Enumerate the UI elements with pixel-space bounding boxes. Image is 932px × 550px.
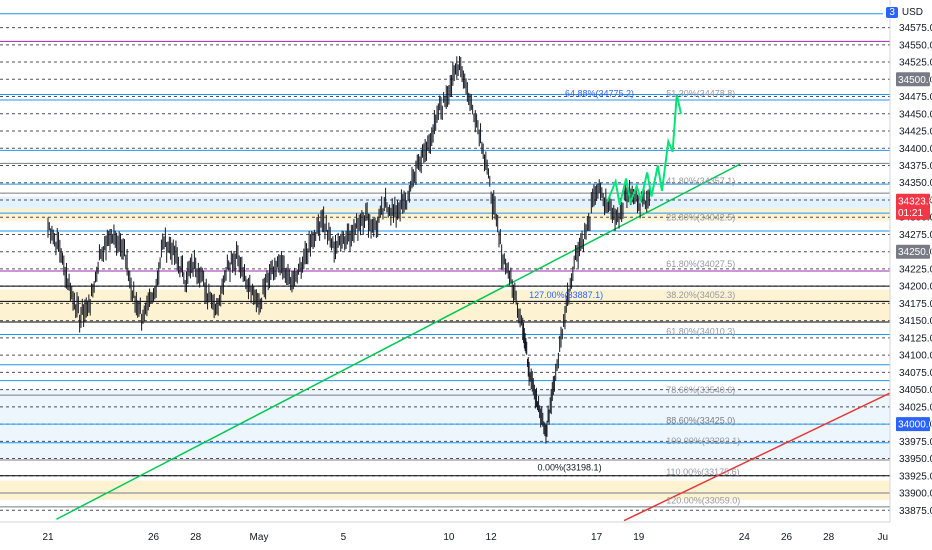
- trendline: [56, 163, 741, 520]
- price-tick-label: 33950.0: [899, 454, 932, 465]
- time-tick-label: 10: [443, 532, 455, 543]
- price-series-layer: [47, 55, 682, 444]
- time-tick-label: 26: [781, 532, 793, 543]
- fib-label: 61.80%(34010.3): [666, 327, 735, 337]
- trendlines-layer: [56, 163, 918, 522]
- projection-path: [606, 94, 682, 206]
- fib-label: 0.00%(33198.1): [538, 462, 602, 472]
- price-tick-label: 34400.0: [899, 144, 932, 155]
- price-tick-label: 34125.0: [899, 333, 932, 344]
- zone-band: [0, 196, 890, 209]
- time-tick-label: 19: [633, 532, 645, 543]
- time-axis[interactable]: 21 26 28 May 5 10 12 17 19 24 26 28 Ju: [42, 532, 888, 543]
- time-tick-label: 24: [739, 532, 751, 543]
- time-tick-label: 26: [148, 532, 160, 543]
- time-tick-label: 17: [591, 532, 603, 543]
- currency-prefix: 3: [886, 7, 898, 18]
- price-tick-label: 33925.0: [899, 471, 932, 482]
- price-badge-label: 34500.0: [898, 75, 932, 86]
- price-tick-label: 34575.0: [899, 23, 932, 34]
- fib-label: 78.60%(33540.6): [666, 385, 735, 395]
- fib-label: 41.80%(34357.1): [666, 176, 735, 186]
- price-tick-label: 34425.0: [899, 127, 932, 138]
- fib-label: 51.30%(34478.8): [666, 89, 735, 99]
- price-badges: 34500.0 34250.0 34000.0 34323.801:21: [896, 72, 932, 432]
- price-tick-label: 33875.0: [899, 506, 932, 517]
- price-axis-bg: [890, 0, 932, 550]
- price-tick-label: 34525.0: [899, 58, 932, 69]
- time-tick-label: May: [250, 532, 269, 543]
- fib-label: 110.00%(33175.6): [666, 467, 739, 477]
- price-tick-label: 34175.0: [899, 299, 932, 310]
- trendline: [623, 379, 918, 522]
- price-tick-label: 34050.0: [899, 385, 932, 396]
- price-tick-label: 34475.0: [899, 92, 932, 103]
- zone-band: [0, 480, 890, 500]
- fib-label: 127.00%(33887.1): [529, 290, 603, 300]
- price-badge-label: 34000.0: [898, 420, 932, 431]
- fib-label: 38.20%(34052.3): [666, 290, 735, 300]
- price-tick-label: 34550.0: [899, 40, 932, 51]
- fib-label: 120.00%(33059.0): [666, 495, 740, 505]
- price-badge: [896, 72, 930, 87]
- currency-selector[interactable]: 3 USD: [883, 6, 926, 19]
- time-tick-label: 28: [823, 532, 835, 543]
- time-tick-label: Ju: [877, 532, 888, 543]
- last-price-badge: [896, 193, 930, 220]
- price-badge-label: 34250.0: [898, 247, 932, 258]
- time-tick-label: 5: [341, 532, 347, 543]
- fib-label: 88.60%(33425.0): [666, 415, 735, 425]
- price-tick-label: 34200.0: [899, 282, 932, 293]
- time-tick-label: 12: [486, 532, 498, 543]
- last-price-label: 34323.8: [898, 196, 932, 207]
- price-axis[interactable]: 33875.0 33900.0 33925.0 33950.0 33975.0 34000…: [899, 23, 932, 517]
- price-tick-label: 34375.0: [899, 161, 932, 172]
- time-axis-bg: [0, 522, 932, 550]
- price-tick-label: 34450.0: [899, 109, 932, 120]
- levels-layer: [0, 13, 890, 508]
- fib-label: 100.00%(33292.1): [666, 436, 740, 446]
- time-tick-label: 28: [190, 532, 202, 543]
- price-tick-label: 34100.0: [899, 351, 932, 362]
- countdown-label: 01:21: [898, 208, 923, 219]
- currency-label: USD: [901, 7, 923, 18]
- price-tick-label: 33900.0: [899, 489, 932, 500]
- price-tick-label: 34275.0: [899, 230, 932, 241]
- price-tick-label: 33975.0: [899, 437, 932, 448]
- fib-labels-layer: 64.88%(34775.2) 51.30%(34478.8) 41.80%(343…: [529, 89, 740, 506]
- price-tick-label: 34225.0: [899, 264, 932, 275]
- price-tick-label: 34025.0: [899, 402, 932, 413]
- fib-label: 23.80%(34042.5): [666, 213, 735, 223]
- price-badge: [896, 244, 930, 259]
- price-badge: [896, 417, 930, 432]
- fib-label: 61.80%(34027.5): [666, 259, 735, 269]
- price-tick-label: 34075.0: [899, 368, 932, 379]
- time-tick-label: 21: [42, 532, 54, 543]
- zone-band: [0, 206, 890, 221]
- price-tick-label: 34150.0: [899, 316, 932, 327]
- fib-label: 64.88%(34775.2): [565, 89, 634, 99]
- price-tick-label: 34350.0: [899, 178, 932, 189]
